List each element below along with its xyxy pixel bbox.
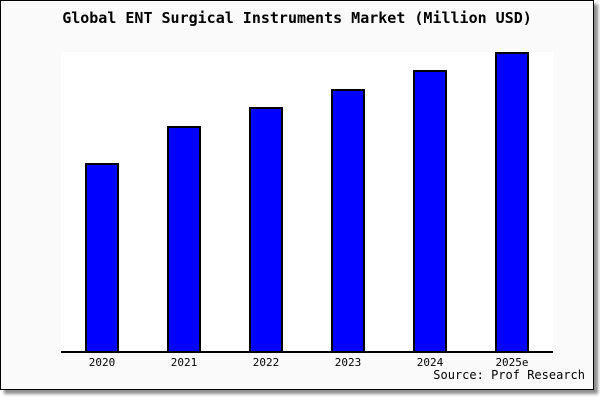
chart-frame: Global ENT Surgical Instruments Market (… — [0, 0, 594, 390]
bar-2023 — [331, 89, 365, 351]
x-tick-label-2023: 2023 — [334, 356, 362, 369]
bar-2021 — [167, 126, 201, 351]
x-tick-label-2021: 2021 — [170, 356, 198, 369]
chart-title: Global ENT Surgical Instruments Market (… — [62, 9, 532, 27]
bar-2025e — [495, 52, 529, 351]
x-tick-label-2025e: 2025e — [495, 356, 529, 369]
x-tick-label-2020: 2020 — [88, 356, 116, 369]
bar-2022 — [249, 107, 283, 351]
bar-2024 — [413, 70, 447, 351]
x-tick-label-2024: 2024 — [416, 356, 444, 369]
source-credit: Source: Prof Research — [433, 368, 585, 382]
bar-2020 — [85, 163, 119, 351]
x-tick-label-2022: 2022 — [252, 356, 280, 369]
plot-area — [61, 52, 553, 353]
